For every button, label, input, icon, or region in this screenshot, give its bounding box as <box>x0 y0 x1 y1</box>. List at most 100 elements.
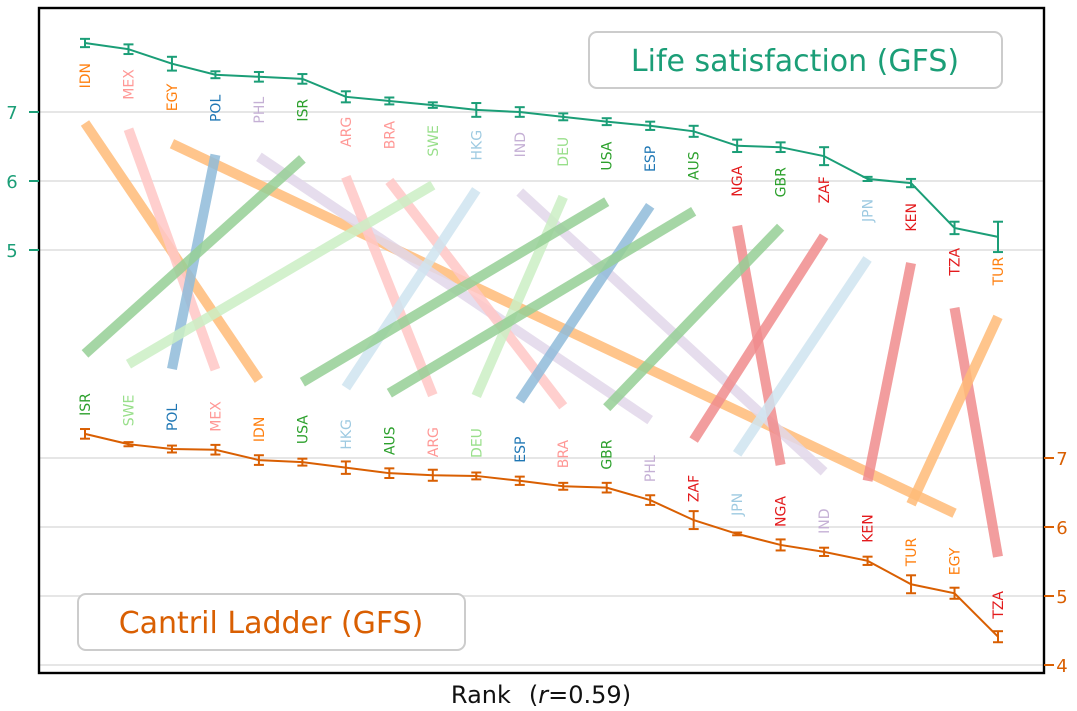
legend-top-box <box>588 31 1003 89</box>
bottom-country-label-ISR: ISR <box>78 393 94 416</box>
right-axis-tick-label: 5 <box>1056 587 1067 608</box>
bottom-country-label-AUS: AUS <box>382 426 398 455</box>
life-satisfaction-point-NGA <box>732 138 743 154</box>
legend-bottom: Cantril Ladder (GFS) <box>77 593 466 651</box>
bottom-country-label-MEX: MEX <box>208 401 224 432</box>
bottom-country-label-ZAF: ZAF <box>687 475 703 502</box>
bottom-country-label-JPN: JPN <box>730 493 746 517</box>
rank-change-lines <box>80 120 1003 558</box>
life-satisfaction-line <box>84 42 999 238</box>
top-country-label-TZA: TZA <box>948 248 964 277</box>
top-country-label-USA: USA <box>600 141 616 170</box>
top-country-label-NGA: NGA <box>730 165 746 196</box>
cantril-ladder-line <box>84 432 999 638</box>
cantril-ladder-point-DEU <box>471 471 482 481</box>
life-satisfaction-point-DEU <box>558 112 569 122</box>
life-satisfaction-point-IND <box>514 106 525 118</box>
top-country-label-JPN: JPN <box>861 199 877 223</box>
life-satisfaction-point-TUR <box>993 220 1003 254</box>
top-country-label-SWE: SWE <box>426 125 442 157</box>
top-country-label-PHL: PHL <box>252 97 268 124</box>
bottom-country-label-IND: IND <box>817 508 833 533</box>
life-satisfaction-point-SWE <box>427 101 438 109</box>
cantril-ladder-point-TZA <box>993 630 1003 644</box>
slope-line-MEX <box>123 127 221 372</box>
slope-line-AUS <box>386 207 697 398</box>
bottom-country-label-TZA: TZA <box>991 591 1007 620</box>
top-country-label-DEU: DEU <box>556 137 572 167</box>
left-axis-tick-label: 5 <box>6 241 17 262</box>
bottom-country-label-EGY: EGY <box>948 547 964 575</box>
life-satisfaction-point-IDN <box>80 37 90 49</box>
right-axis-tick-label: 6 <box>1056 518 1067 539</box>
cantril-ladder-point-JPN <box>732 531 743 537</box>
slope-line-DEU <box>471 194 568 398</box>
bottom-country-label-BRA: BRA <box>556 440 572 469</box>
life-satisfaction-point-USA <box>601 117 612 127</box>
slope-line-TUR <box>906 314 1003 507</box>
cantril-ladder-series <box>80 428 1003 644</box>
x-axis-label-rest: =0.59) <box>548 681 631 709</box>
top-country-label-POL: POL <box>208 95 224 122</box>
top-country-label-MEX: MEX <box>121 69 137 100</box>
cantril-ladder-point-USA <box>297 457 308 467</box>
slope-line-USA <box>299 197 610 387</box>
x-axis-label: Rank (r=0.59) <box>451 681 631 709</box>
top-country-label-ARG: ARG <box>339 117 355 147</box>
top-country-label-TUR: TUR <box>991 257 1007 287</box>
legend-life-satisfaction: Life satisfaction (GFS) <box>631 44 959 79</box>
life-satisfaction-point-JPN <box>862 175 873 182</box>
bottom-country-label-PHL: PHL <box>643 455 659 482</box>
cantril-ladder-point-BRA <box>558 481 569 491</box>
x-axis-label-var: r <box>538 681 550 709</box>
cantril-ladder-point-MEX <box>210 443 221 456</box>
bottom-country-label-ESP: ESP <box>513 437 529 463</box>
bottom-country-label-USA: USA <box>295 415 311 444</box>
cantril-ladder-point-IND <box>819 546 830 557</box>
cantril-ladder-point-GBR <box>601 481 612 494</box>
slope-line-BRA <box>385 177 568 410</box>
life-satisfaction-point-ZAF <box>819 146 830 167</box>
legend-top: Life satisfaction (GFS) <box>588 31 1003 89</box>
x-axis-label-gap: ( <box>529 681 538 709</box>
top-country-label-HKG: HKG <box>469 130 485 161</box>
bottom-country-label-GBR: GBR <box>600 439 616 469</box>
life-satisfaction-point-KEN <box>906 177 917 189</box>
slope-line-ZAF <box>689 233 829 443</box>
bottom-country-label-IDN: IDN <box>252 417 268 442</box>
gridlines <box>39 111 1044 666</box>
life-satisfaction-series <box>80 37 1003 254</box>
top-country-label-ISR: ISR <box>295 99 311 122</box>
life-satisfaction-point-POL <box>210 70 221 80</box>
slope-line-TZA <box>949 307 1003 558</box>
left-axis-tick-label: 6 <box>6 172 17 193</box>
top-country-label-EGY: EGY <box>165 83 181 111</box>
bottom-country-label-HKG: HKG <box>339 419 355 450</box>
legend-cantril-ladder: Cantril Ladder (GFS) <box>119 606 424 641</box>
cantril-ladder-point-EGY <box>949 586 960 600</box>
axes: 5 6 7 4 5 6 7 <box>6 103 1067 677</box>
cantril-ladder-point-ZAF <box>688 510 699 531</box>
top-country-label-ESP: ESP <box>643 146 659 172</box>
top-country-label-IDN: IDN <box>78 63 94 88</box>
bottom-country-label-SWE: SWE <box>121 395 137 427</box>
life-satisfaction-point-ARG <box>340 90 351 104</box>
cantril-ladder-point-KEN <box>862 555 873 566</box>
cantril-ladder-point-POL <box>166 444 177 454</box>
slope-line-KEN <box>862 262 916 482</box>
right-axis-tick-label: 4 <box>1056 656 1067 677</box>
cantril-ladder-point-TUR <box>906 574 917 595</box>
cantril-ladder-point-AUS <box>384 467 395 480</box>
cantril-ladder-point-PHL <box>645 494 656 506</box>
top-country-label-IND: IND <box>513 132 529 157</box>
bottom-country-label-KEN: KEN <box>861 514 877 543</box>
cantril-ladder-point-NGA <box>775 538 786 552</box>
life-satisfaction-point-ESP <box>645 120 656 131</box>
bottom-country-label-DEU: DEU <box>469 428 485 458</box>
slope-line-HKG <box>341 187 481 391</box>
life-satisfaction-point-MEX <box>123 43 134 56</box>
bottom-country-label-NGA: NGA <box>774 496 790 527</box>
top-country-label-BRA: BRA <box>382 121 398 150</box>
bottom-country-label-POL: POL <box>165 404 181 431</box>
